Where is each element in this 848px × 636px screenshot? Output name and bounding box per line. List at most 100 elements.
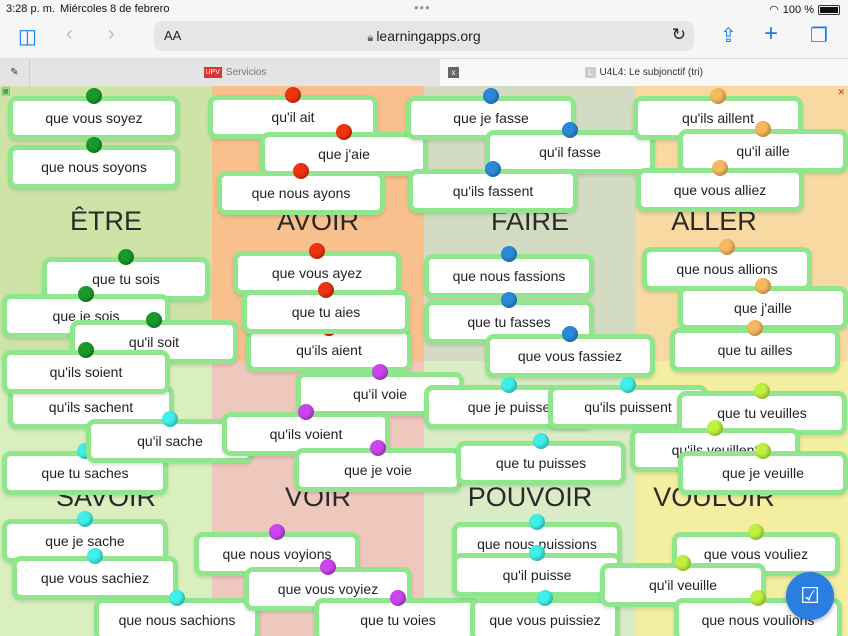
date: Miércoles 8 de febrero [60, 3, 170, 15]
forward-icon[interactable]: › [108, 23, 115, 45]
pin-icon [710, 88, 726, 104]
pin-icon [755, 443, 771, 459]
url-text: learningapps.org [376, 28, 481, 44]
pin-icon [309, 243, 325, 259]
card-label: que je voie [344, 462, 412, 478]
pin-icon [86, 88, 102, 104]
pin-icon [285, 87, 301, 103]
pin-icon [485, 161, 501, 177]
tab-group-icon[interactable]: ✎ [0, 59, 30, 86]
draggable-card[interactable]: que vous alliez [636, 168, 804, 212]
app-info-icon[interactable]: ▣ [1, 86, 11, 97]
check-answers-button[interactable]: ☑ [786, 572, 834, 620]
card-label: que vous puissiez [489, 612, 601, 628]
tab-favicon: L [585, 67, 596, 78]
pin-icon [169, 590, 185, 606]
tabs-overview-icon[interactable]: ❐ [810, 25, 828, 47]
pin-icon [483, 88, 499, 104]
card-label: que tu voies [360, 612, 436, 628]
category-pouvoir: POUVOIR [467, 482, 593, 512]
pin-icon [754, 383, 770, 399]
battery-icon [818, 4, 840, 15]
card-label: que j'aie [318, 146, 370, 162]
pin-icon [390, 590, 406, 606]
upv-favicon: UPV [203, 67, 222, 78]
pin-icon [77, 511, 93, 527]
card-label: qu'ils fassent [452, 183, 534, 199]
pin-icon [87, 548, 103, 564]
card-label: qu'il aille [736, 143, 790, 159]
tab-bar: ✎ UPV Servicios x L U4L4: Le subjonctif (t… [0, 58, 848, 86]
pin-icon [118, 249, 134, 265]
pin-icon [562, 122, 578, 138]
multitasking-dots-icon[interactable]: ••• [414, 0, 431, 15]
pin-icon [750, 590, 766, 606]
share-icon[interactable]: ⇪ [720, 25, 737, 47]
address-bar[interactable]: AA 🔒︎ learningapps.org ↻ [154, 21, 694, 51]
card-label: que tu ailles [717, 342, 793, 358]
card-label: qu'il ait [271, 109, 315, 125]
pin-icon [712, 160, 728, 176]
card-label: que nous allions [676, 261, 778, 277]
card-label: que vous soyez [45, 110, 143, 126]
pin-icon [755, 121, 771, 137]
reader-settings-button[interactable]: AA [164, 28, 182, 43]
pin-icon [707, 420, 723, 436]
card-label: que tu veuilles [717, 405, 807, 421]
category-etre: ÊTRE [69, 206, 142, 236]
tab-close-button[interactable]: x [448, 67, 459, 78]
browser-toolbar: ◫ ‹ › AA 🔒︎ learningapps.org ↻ ⇪ + ❐ [0, 18, 848, 58]
pin-icon [755, 278, 771, 294]
pin-icon [747, 320, 763, 336]
card-label: que tu aies [291, 304, 361, 320]
sidebar-icon[interactable]: ◫ [18, 26, 37, 48]
card-label: qu'il voie [352, 386, 408, 402]
pin-icon [320, 559, 336, 575]
pin-icon [336, 124, 352, 140]
pin-icon [86, 137, 102, 153]
card-label: que vous ayez [271, 265, 363, 281]
wifi-icon: ◠ [769, 4, 779, 16]
new-tab-icon[interactable]: + [764, 20, 779, 47]
pin-icon [537, 590, 553, 606]
card-label: que nous ayons [251, 185, 351, 201]
card-label: que nous fassions [452, 268, 566, 284]
pin-icon [370, 440, 386, 456]
tab-servicios[interactable]: UPV Servicios [30, 59, 440, 86]
back-icon[interactable]: ‹ [66, 23, 73, 45]
card-label: que vous vouliez [703, 546, 809, 562]
pin-icon [78, 286, 94, 302]
card-label: que vous fassiez [517, 348, 623, 364]
card-label: qu'ils voient [269, 426, 343, 442]
card-label: qu'ils aient [296, 342, 362, 358]
card-label: qu'il soit [128, 334, 180, 350]
pin-icon [146, 312, 162, 328]
pin-icon [501, 246, 517, 262]
card-label: que nous voulions [701, 612, 815, 628]
draggable-card[interactable]: que vous sachiez [12, 556, 178, 600]
card-label: que tu saches [41, 465, 129, 481]
card-label: qu'il fasse [539, 144, 601, 160]
card-label: que nous voyions [222, 546, 332, 562]
card-label: que nous soyons [41, 159, 147, 175]
status-bar: 3:28 p. m. Miércoles 8 de febrero ••• ◠ 1… [0, 0, 848, 18]
pin-icon [533, 433, 549, 449]
card-label: que vous voyiez [277, 581, 379, 597]
pin-icon [529, 545, 545, 561]
pin-icon [501, 292, 517, 308]
card-label: que nous sachions [118, 612, 236, 628]
card-label: qu'ils aillent [682, 110, 754, 126]
pin-icon [748, 524, 764, 540]
pin-icon [269, 524, 285, 540]
pin-icon [298, 404, 314, 420]
pin-icon [501, 377, 517, 393]
pin-icon [162, 411, 178, 427]
card-label: qu'il veuille [648, 577, 718, 593]
card-label: que tu sois [92, 271, 160, 287]
fullscreen-icon[interactable]: ✕ [837, 87, 845, 97]
tab-subjonctif[interactable]: x L U4L4: Le subjonctif (tri) [440, 59, 848, 86]
lock-icon: 🔒︎ [367, 32, 377, 44]
battery-percent: 100 % [782, 3, 814, 16]
card-label: que tu fasses [467, 314, 551, 330]
reload-icon[interactable]: ↻ [671, 25, 686, 44]
